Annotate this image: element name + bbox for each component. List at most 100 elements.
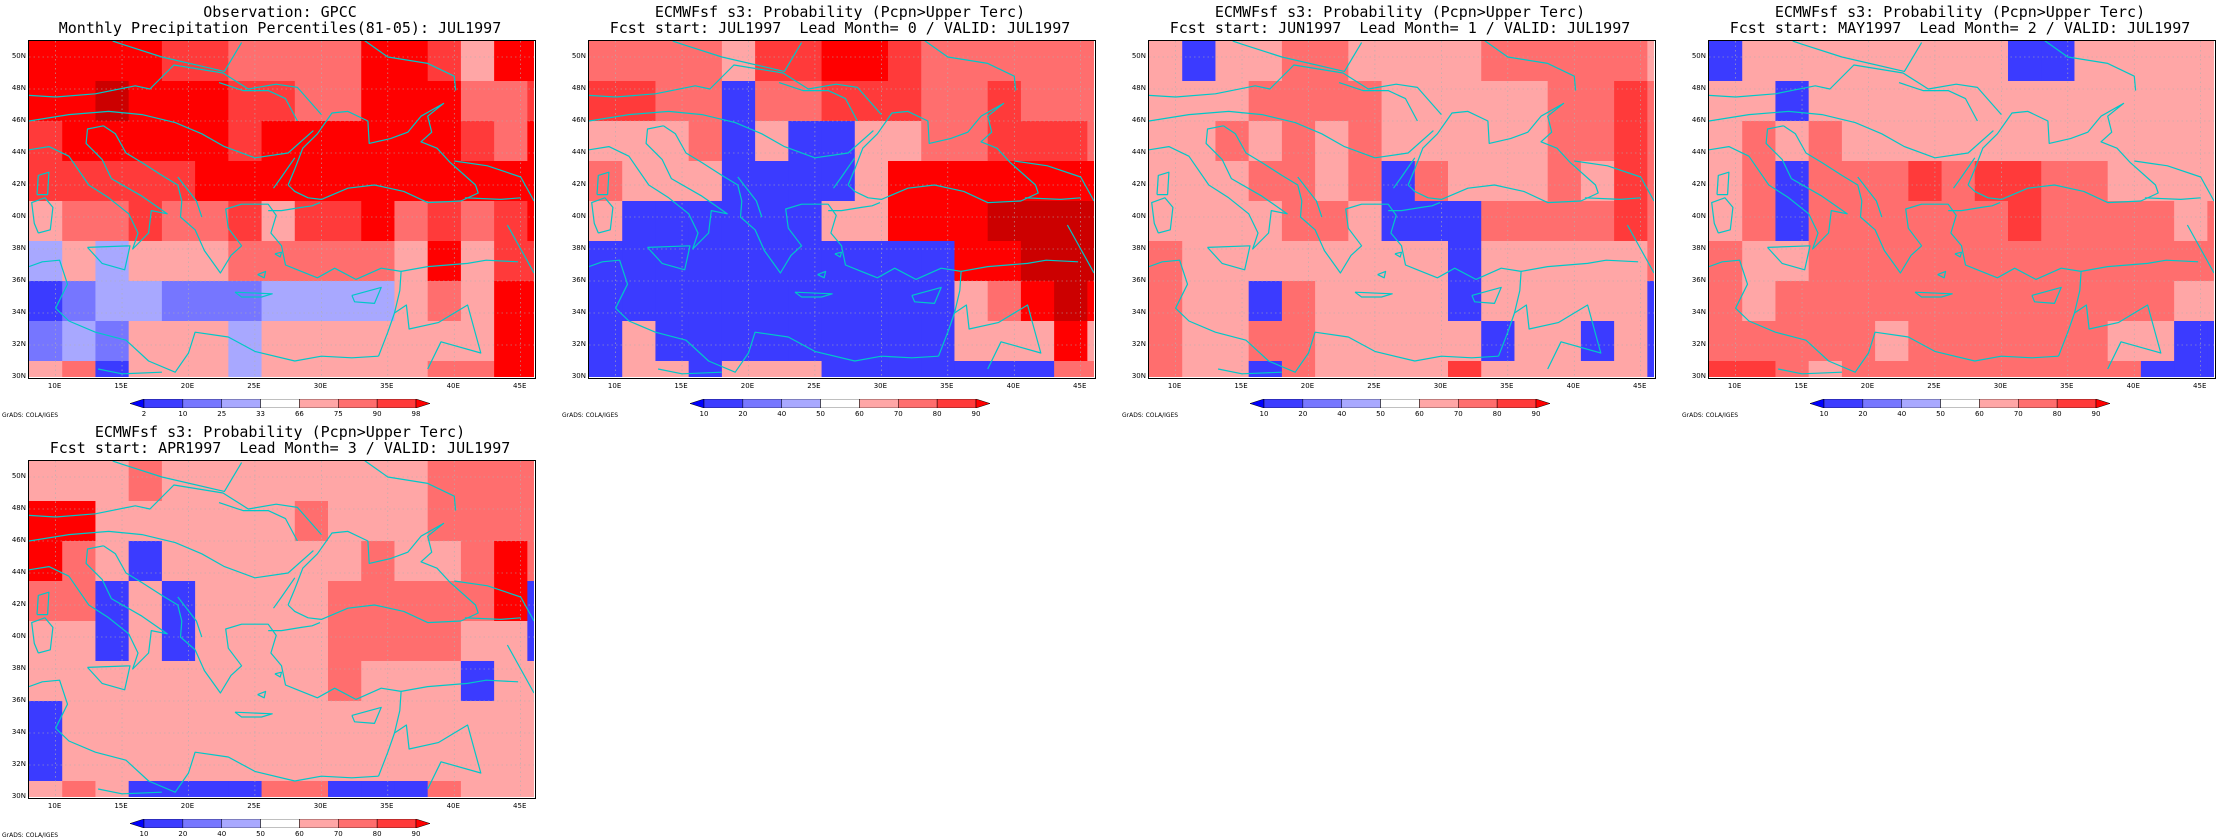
grid-cell xyxy=(62,621,97,662)
grid-cell xyxy=(1808,321,1843,362)
colorbar-swatch xyxy=(338,399,378,408)
grid-cell xyxy=(361,701,396,742)
grid-cell xyxy=(1614,321,1648,362)
grid-cell xyxy=(427,701,462,742)
grid-cell xyxy=(1087,281,1094,322)
grid-cell xyxy=(294,161,329,202)
grid-cell xyxy=(1248,361,1283,377)
x-tick-label: 35E xyxy=(1500,382,1514,390)
colorbar-label: 20 xyxy=(178,830,188,838)
grid-cell xyxy=(195,541,229,582)
grid-cell xyxy=(1215,281,1250,322)
coastline xyxy=(1207,245,1251,271)
grid-cell xyxy=(2174,321,2208,362)
grid-cell xyxy=(460,281,495,322)
x-tick-label: 30E xyxy=(1993,382,2008,390)
grads-credit: GrADS: COLA/IGES xyxy=(1122,412,1179,419)
colorbar-swatch xyxy=(742,399,782,408)
colorbar-svg xyxy=(690,399,990,408)
grid-cell xyxy=(261,201,296,242)
grid-cell xyxy=(195,361,229,377)
grid-cell xyxy=(954,361,989,377)
colorbar-label: 66 xyxy=(294,410,304,418)
grid-cell xyxy=(460,781,495,797)
coastline xyxy=(112,41,243,72)
grid-cell xyxy=(821,321,856,362)
grid-cell xyxy=(1908,41,1943,82)
y-tick-label: 42N xyxy=(1691,180,1706,188)
coastline xyxy=(394,304,482,370)
coastline xyxy=(29,110,314,159)
grid-cell xyxy=(1281,121,1316,162)
grid-cell xyxy=(29,541,63,582)
coastline xyxy=(29,125,168,250)
grid-cell xyxy=(589,41,623,82)
coastline xyxy=(1711,197,1734,234)
coastline xyxy=(589,110,874,159)
grid-cell xyxy=(29,161,63,202)
grid-cell xyxy=(1808,201,1843,242)
grid-cell xyxy=(261,621,296,662)
x-tick-label: 40E xyxy=(446,802,460,810)
coastline xyxy=(1898,82,1978,122)
coastline xyxy=(817,270,827,279)
colorbar-swatch xyxy=(221,399,261,408)
grid-cell xyxy=(328,321,362,362)
x-tick-label: 25E xyxy=(807,382,821,390)
y-tick-label: 42N xyxy=(11,180,26,188)
grid-cell xyxy=(2074,361,2109,377)
grid-cell xyxy=(1149,321,1183,362)
grid-cell xyxy=(2140,161,2175,202)
grid-cell xyxy=(394,741,429,782)
x-tick-label: 35E xyxy=(380,382,394,390)
colorbar-swatch xyxy=(376,399,417,408)
colorbar-swatch xyxy=(260,399,300,408)
grid-cell xyxy=(1020,201,1055,242)
grid-cell xyxy=(2041,281,2076,322)
colorbar-swatch xyxy=(936,399,977,408)
coastline xyxy=(1014,160,1094,202)
grid-cell xyxy=(1647,241,1654,282)
grid-cell xyxy=(755,121,789,162)
grid-cell xyxy=(1841,81,1876,122)
grid-cell xyxy=(854,321,889,362)
grid-cell xyxy=(1514,201,1549,242)
colorbar-label: 70 xyxy=(1453,410,1463,418)
coastline xyxy=(1953,157,1976,189)
grid-cell xyxy=(1974,361,2009,377)
grid-cell xyxy=(494,41,528,82)
grid-cell xyxy=(1908,161,1943,202)
grid-cell xyxy=(589,81,623,122)
coastline xyxy=(506,224,534,274)
grid-cell xyxy=(987,361,1022,377)
x-tick-label: 15E xyxy=(114,802,128,810)
coastline xyxy=(364,461,457,511)
grid-cell xyxy=(128,201,163,242)
x-tick-label: 20E xyxy=(180,802,195,810)
grid-cell xyxy=(95,81,130,122)
grid-cell xyxy=(128,281,163,322)
grid-cell xyxy=(1941,361,1976,377)
grid-cell xyxy=(1875,121,1909,162)
y-tick-label: 38N xyxy=(11,244,26,252)
colorbar-swatch xyxy=(2056,399,2097,408)
grid-cell xyxy=(1614,81,1648,122)
grid-cell xyxy=(195,741,229,782)
colorbar-end-triangle xyxy=(690,399,705,408)
grid-cell xyxy=(427,241,462,282)
grid-cell xyxy=(328,461,362,502)
coastline xyxy=(1574,160,1654,202)
coastline xyxy=(663,125,962,357)
grid-cell xyxy=(1709,361,1743,377)
grid-cell xyxy=(1381,41,1416,82)
grid-cell xyxy=(527,621,534,662)
coastline xyxy=(833,157,856,189)
grid-cell xyxy=(1775,41,1810,82)
colorbar-swatch xyxy=(1940,399,1980,408)
grid-cell xyxy=(161,741,196,782)
grid-cell xyxy=(622,161,657,202)
grid-cell xyxy=(427,581,462,622)
grid-cell xyxy=(721,361,756,377)
grid-cell xyxy=(128,161,163,202)
coastline xyxy=(1514,304,1602,370)
